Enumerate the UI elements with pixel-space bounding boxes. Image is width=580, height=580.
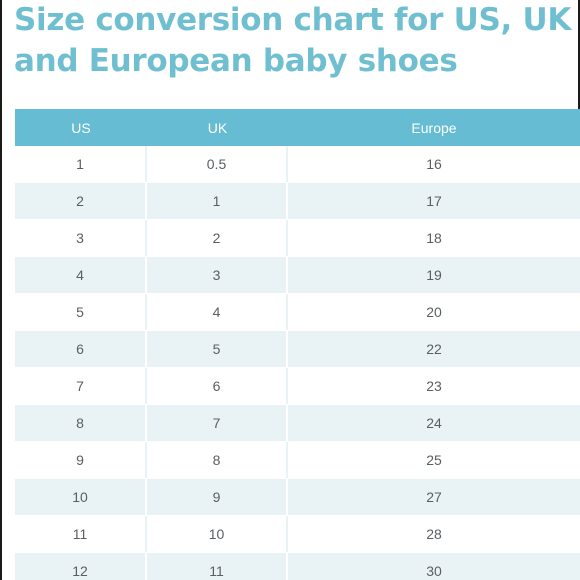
cell-us: 8 [15, 405, 147, 441]
header-uk: UK [207, 119, 228, 136]
cell-uk: 2 [147, 220, 288, 256]
cell-europe: 25 [426, 452, 442, 468]
cell-us: 12 [15, 553, 147, 580]
cell-uk: 3 [147, 257, 288, 293]
cell-uk: 8 [147, 442, 288, 478]
table-row: 3 2 18 [15, 220, 580, 257]
cell-us: 11 [15, 516, 147, 552]
cell-uk: 11 [147, 553, 288, 580]
table-row: 5 4 20 [15, 294, 580, 331]
cell-uk: 9 [147, 479, 288, 515]
cell-uk: 5 [147, 331, 288, 367]
cell-europe: 20 [426, 304, 442, 320]
cell-us: 2 [15, 183, 147, 219]
cell-us: 5 [15, 294, 147, 330]
cell-europe: 16 [426, 156, 442, 172]
cell-us: 3 [15, 220, 147, 256]
table-row: 7 6 23 [15, 368, 580, 405]
table-header: US UK Europe [15, 109, 580, 146]
cell-uk: 10 [147, 516, 288, 552]
title-line-2: and European baby shoes [14, 43, 458, 79]
cell-europe: 30 [426, 563, 442, 579]
left-border [0, 0, 2, 580]
table-body: 1 0.5 16 2 1 17 3 2 18 4 3 19 5 4 20 6 5 22 7 6 23 8 7 24 9 8 25 10… [15, 146, 580, 580]
table-row: 12 11 30 [15, 553, 580, 580]
cell-uk: 0.5 [147, 146, 288, 182]
table-row: 10 9 27 [15, 479, 580, 516]
cell-us: 4 [15, 257, 147, 293]
cell-europe: 23 [426, 378, 442, 394]
page-title: Size conversion chart for US, UK and Eur… [14, 0, 574, 82]
cell-us: 7 [15, 368, 147, 404]
cell-europe: 27 [426, 489, 442, 505]
cell-us: 1 [15, 146, 147, 182]
table-row: 1 0.5 16 [15, 146, 580, 183]
table-row: 6 5 22 [15, 331, 580, 368]
table-row: 4 3 19 [15, 257, 580, 294]
cell-uk: 6 [147, 368, 288, 404]
table-row: 9 8 25 [15, 442, 580, 479]
table-row: 11 10 28 [15, 516, 580, 553]
cell-europe: 22 [426, 341, 442, 357]
header-europe: Europe [411, 119, 457, 136]
cell-us: 9 [15, 442, 147, 478]
cell-uk: 7 [147, 405, 288, 441]
cell-us: 6 [15, 331, 147, 367]
table-row: 2 1 17 [15, 183, 580, 220]
cell-europe: 24 [426, 415, 442, 431]
cell-europe: 18 [426, 230, 442, 246]
size-conversion-table: US UK Europe 1 0.5 16 2 1 17 3 2 18 4 3 19 5 4 20 6 5 22 7… [15, 109, 580, 580]
cell-europe: 28 [426, 526, 442, 542]
cell-uk: 4 [147, 294, 288, 330]
cell-us: 10 [15, 479, 147, 515]
cell-uk: 1 [147, 183, 288, 219]
header-us: US [71, 119, 91, 136]
cell-europe: 17 [426, 193, 442, 209]
table-row: 8 7 24 [15, 405, 580, 442]
cell-europe: 19 [426, 267, 442, 283]
title-line-1: Size conversion chart for US, UK [14, 2, 572, 38]
